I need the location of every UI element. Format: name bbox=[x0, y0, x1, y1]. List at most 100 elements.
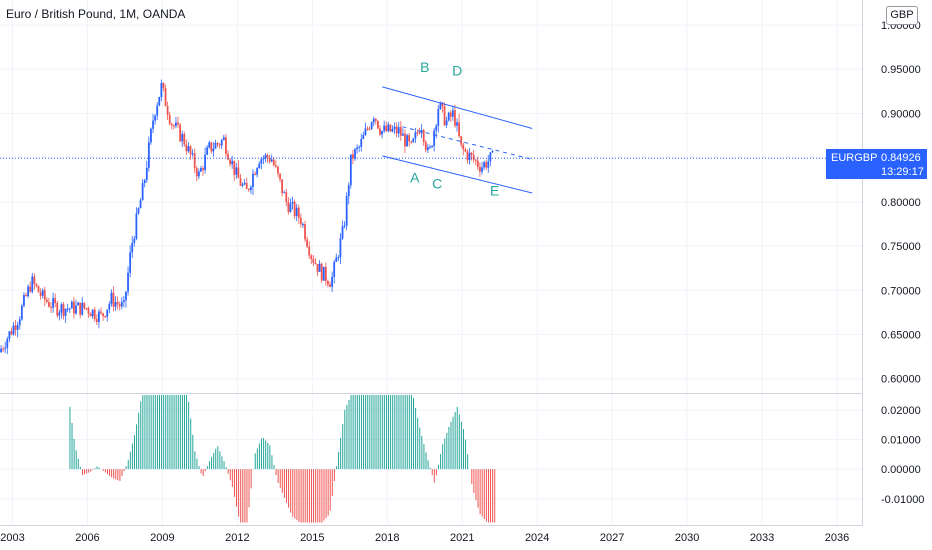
price-candle bbox=[202, 168, 204, 170]
price-candle bbox=[320, 263, 323, 281]
chart-title: Euro / British Pound, 1M, OANDA bbox=[6, 7, 186, 21]
wave-labels: A B C D E bbox=[410, 59, 499, 199]
oscillator-histogram bbox=[69, 395, 496, 523]
price-candle bbox=[91, 309, 94, 317]
price-candle bbox=[389, 124, 392, 132]
price-candle bbox=[306, 239, 309, 247]
price-candle bbox=[102, 313, 104, 317]
price-candle bbox=[114, 302, 117, 307]
price-candle bbox=[404, 133, 406, 147]
price-candle bbox=[314, 262, 317, 264]
osc-tick-label: 0.01000 bbox=[881, 434, 921, 446]
price-candle bbox=[435, 125, 438, 131]
currency-selector[interactable]: GBP bbox=[886, 6, 918, 25]
price-candle bbox=[279, 173, 281, 180]
price-candle bbox=[291, 201, 294, 204]
price-candle bbox=[70, 301, 73, 309]
price-candle bbox=[185, 144, 188, 152]
y-tick-label: 0.60000 bbox=[881, 374, 921, 386]
price-candle bbox=[460, 136, 463, 145]
price-candle bbox=[235, 167, 238, 175]
price-candle bbox=[464, 149, 467, 152]
price-candle bbox=[341, 226, 344, 239]
price-candle bbox=[18, 319, 21, 326]
price-candle bbox=[245, 182, 248, 189]
y-tick-label: 0.95000 bbox=[881, 64, 921, 76]
price-candle bbox=[6, 338, 9, 348]
price-candle bbox=[218, 144, 221, 146]
x-tick-label: 2009 bbox=[150, 532, 174, 544]
price-candle bbox=[489, 152, 492, 162]
price-candle bbox=[108, 303, 111, 310]
price-candle bbox=[366, 128, 369, 130]
price-candle bbox=[483, 162, 485, 168]
price-candle bbox=[177, 122, 179, 125]
trend-channel-drawing[interactable] bbox=[0, 86, 862, 194]
price-candle bbox=[426, 147, 429, 150]
price-candle bbox=[181, 134, 184, 142]
price-candle bbox=[260, 159, 263, 164]
price-candle bbox=[87, 308, 90, 314]
price-candle bbox=[197, 171, 200, 177]
price-candle bbox=[249, 187, 252, 191]
price-candle bbox=[324, 266, 327, 282]
price-candle bbox=[285, 192, 288, 202]
price-candle bbox=[360, 138, 363, 147]
price-candle bbox=[343, 225, 346, 227]
price-candle bbox=[214, 143, 217, 149]
price-candle bbox=[408, 135, 411, 142]
price-candle bbox=[462, 144, 465, 150]
price-candle bbox=[56, 303, 59, 316]
x-tick-label: 2012 bbox=[225, 532, 249, 544]
price-candle bbox=[274, 165, 277, 167]
price-candle bbox=[456, 122, 458, 126]
x-tick-label: 2036 bbox=[825, 532, 849, 544]
price-candle bbox=[474, 159, 477, 161]
wave-label-c: C bbox=[432, 176, 442, 192]
price-candle bbox=[135, 213, 138, 239]
y-tick-label: 0.65000 bbox=[881, 330, 921, 342]
price-candle bbox=[66, 308, 69, 310]
price-candle bbox=[316, 263, 319, 272]
x-tick-label: 2006 bbox=[75, 532, 99, 544]
x-tick-label: 2033 bbox=[750, 532, 774, 544]
price-candle bbox=[152, 120, 154, 129]
price-candle bbox=[168, 114, 171, 124]
price-candle bbox=[37, 286, 40, 293]
x-tick-label: 2015 bbox=[300, 532, 324, 544]
price-candle bbox=[2, 348, 5, 350]
price-candle bbox=[143, 180, 146, 184]
price-candle bbox=[397, 127, 400, 134]
price-candle bbox=[193, 153, 196, 169]
price-candle bbox=[370, 122, 373, 129]
x-tick-label: 2030 bbox=[675, 532, 699, 544]
price-candle bbox=[310, 255, 313, 259]
price-candle bbox=[381, 130, 383, 135]
price-candle bbox=[20, 305, 23, 320]
price-candle bbox=[266, 154, 269, 159]
price-candle bbox=[377, 120, 379, 129]
price-candle bbox=[208, 142, 211, 148]
price-candle bbox=[374, 118, 377, 121]
chart-grid bbox=[0, 0, 862, 524]
price-candle bbox=[458, 122, 461, 137]
price-candle bbox=[295, 207, 298, 217]
price-candle bbox=[75, 305, 77, 314]
price-candle bbox=[25, 294, 27, 297]
price-candle bbox=[73, 301, 75, 314]
price-candle bbox=[418, 132, 421, 134]
price-candle bbox=[118, 304, 121, 307]
price-candle bbox=[179, 124, 182, 142]
price-candle bbox=[83, 302, 86, 309]
price-candle bbox=[145, 167, 148, 181]
price-candle bbox=[241, 184, 244, 186]
price-candle bbox=[312, 258, 315, 263]
wave-label-a: A bbox=[410, 169, 420, 185]
price-candle bbox=[29, 286, 32, 292]
x-tick-label: 2027 bbox=[600, 532, 624, 544]
price-candle bbox=[335, 257, 338, 262]
price-candle bbox=[120, 301, 123, 307]
price-candle bbox=[349, 154, 352, 186]
price-candle bbox=[8, 331, 11, 339]
